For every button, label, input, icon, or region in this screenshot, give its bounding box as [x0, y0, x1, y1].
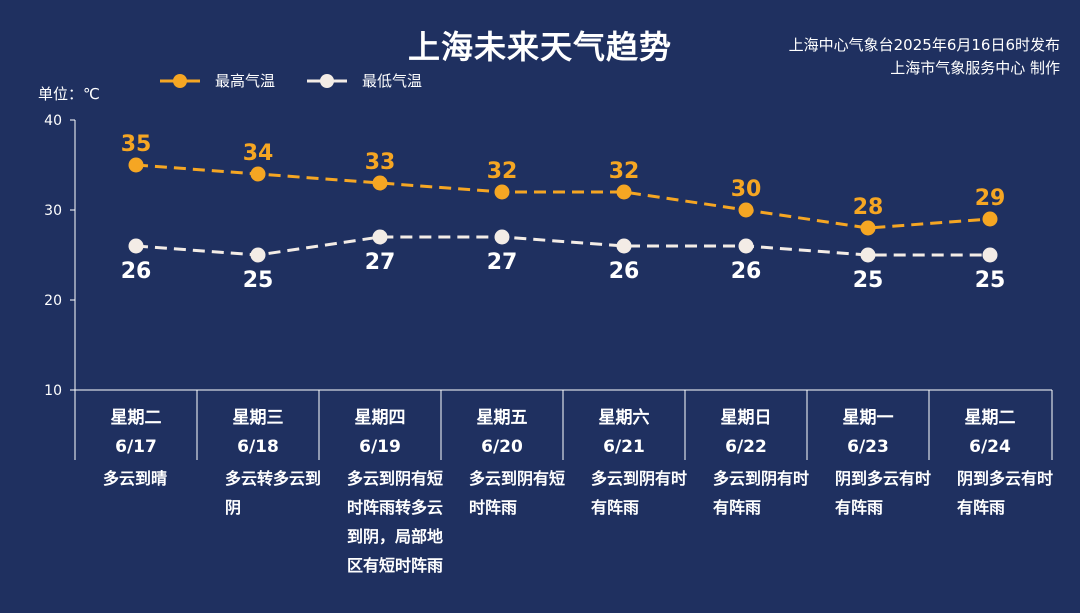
y-tick-label: 10 [44, 383, 62, 399]
low-temp-point [372, 229, 388, 245]
low-temp-point [128, 238, 144, 254]
issuer-line-1: 上海中心气象台2025年6月16日6时发布 [788, 36, 1060, 54]
x-weekday-label: 星期二 [965, 408, 1016, 428]
x-date-label: 6/23 [847, 437, 889, 457]
high-temp-point [860, 220, 876, 236]
y-tick-label: 40 [44, 113, 62, 129]
issuer-line-2: 上海市气象服务中心 制作 [890, 59, 1060, 77]
x-weekday-label: 星期四 [355, 408, 406, 428]
high-temp-point [494, 184, 510, 200]
x-date-label: 6/24 [969, 437, 1011, 457]
high-temp-label: 28 [853, 195, 884, 220]
x-weekday-label: 星期六 [599, 407, 650, 428]
x-date-label: 6/22 [725, 437, 767, 457]
high-temp-line [135, 163, 991, 230]
x-weekday-label: 星期一 [843, 408, 894, 428]
x-date-label: 6/17 [115, 437, 157, 457]
high-temp-label: 33 [365, 150, 396, 175]
low-temp-label: 26 [121, 259, 152, 284]
y-axis-unit-label: 单位：℃ [38, 85, 100, 103]
low-temp-line [135, 235, 990, 257]
high-temp-point [738, 202, 754, 218]
high-temp-point [250, 166, 266, 182]
x-date-label: 6/19 [359, 437, 401, 457]
high-temp-point [372, 175, 388, 191]
y-tick-label: 20 [44, 293, 62, 309]
x-date-label: 6/21 [603, 437, 645, 457]
legend-low-marker [320, 74, 334, 88]
weather-condition-text: 阴到多云有时有阵雨 [957, 469, 1054, 517]
high-temp-label: 29 [975, 186, 1006, 211]
x-weekday-label: 星期日 [721, 408, 772, 428]
high-temp-point [128, 157, 144, 173]
y-tick-label: 30 [44, 203, 62, 219]
weather-condition-text: 多云到阴有短时阵雨 [469, 469, 566, 517]
x-weekday-label: 星期三 [233, 408, 284, 428]
low-temp-point [738, 238, 754, 254]
low-temp-label: 25 [975, 268, 1006, 293]
high-temp-label: 30 [731, 177, 762, 202]
x-weekday-label: 星期五 [477, 408, 528, 428]
weather-condition-text: 阴到多云有时有阵雨 [835, 469, 932, 517]
weather-condition-text: 多云到阴有时有阵雨 [591, 469, 688, 517]
x-weekday-label: 星期二 [111, 408, 162, 428]
low-temp-label: 27 [365, 250, 396, 275]
low-temp-label: 26 [731, 259, 762, 284]
low-temp-point [494, 229, 510, 245]
high-temp-point [982, 211, 998, 227]
legend-high-label: 最高气温 [215, 72, 275, 90]
low-temp-label: 25 [853, 268, 884, 293]
low-temp-point [616, 238, 632, 254]
low-temp-label: 27 [487, 250, 518, 275]
weather-condition-text: 多云到阴有短时阵雨转多云到阴，局部地区有短时阵雨 [347, 469, 444, 575]
weather-condition-text: 多云到阴有时有阵雨 [713, 469, 810, 517]
high-temp-point [616, 184, 632, 200]
x-date-label: 6/20 [481, 437, 523, 457]
legend-high-marker [173, 74, 187, 88]
x-date-label: 6/18 [237, 437, 279, 457]
high-temp-label: 34 [243, 141, 274, 166]
low-temp-point [250, 247, 266, 263]
low-temp-label: 25 [243, 268, 274, 293]
legend-low-label: 最低气温 [362, 72, 422, 90]
chart-title: 上海未来天气趋势 [407, 28, 672, 66]
low-temp-point [860, 247, 876, 263]
low-temp-label: 26 [609, 259, 640, 284]
high-temp-label: 35 [121, 132, 152, 157]
weather-condition-text: 多云到晴 [103, 469, 168, 488]
high-temp-label: 32 [609, 159, 640, 184]
weather-condition-text: 多云转多云到阴 [225, 469, 322, 517]
high-temp-label: 32 [487, 159, 518, 184]
low-temp-point [982, 247, 998, 263]
issuer-info: 上海中心气象台2025年6月16日6时发布 上海市气象服务中心 制作 [789, 34, 1060, 80]
